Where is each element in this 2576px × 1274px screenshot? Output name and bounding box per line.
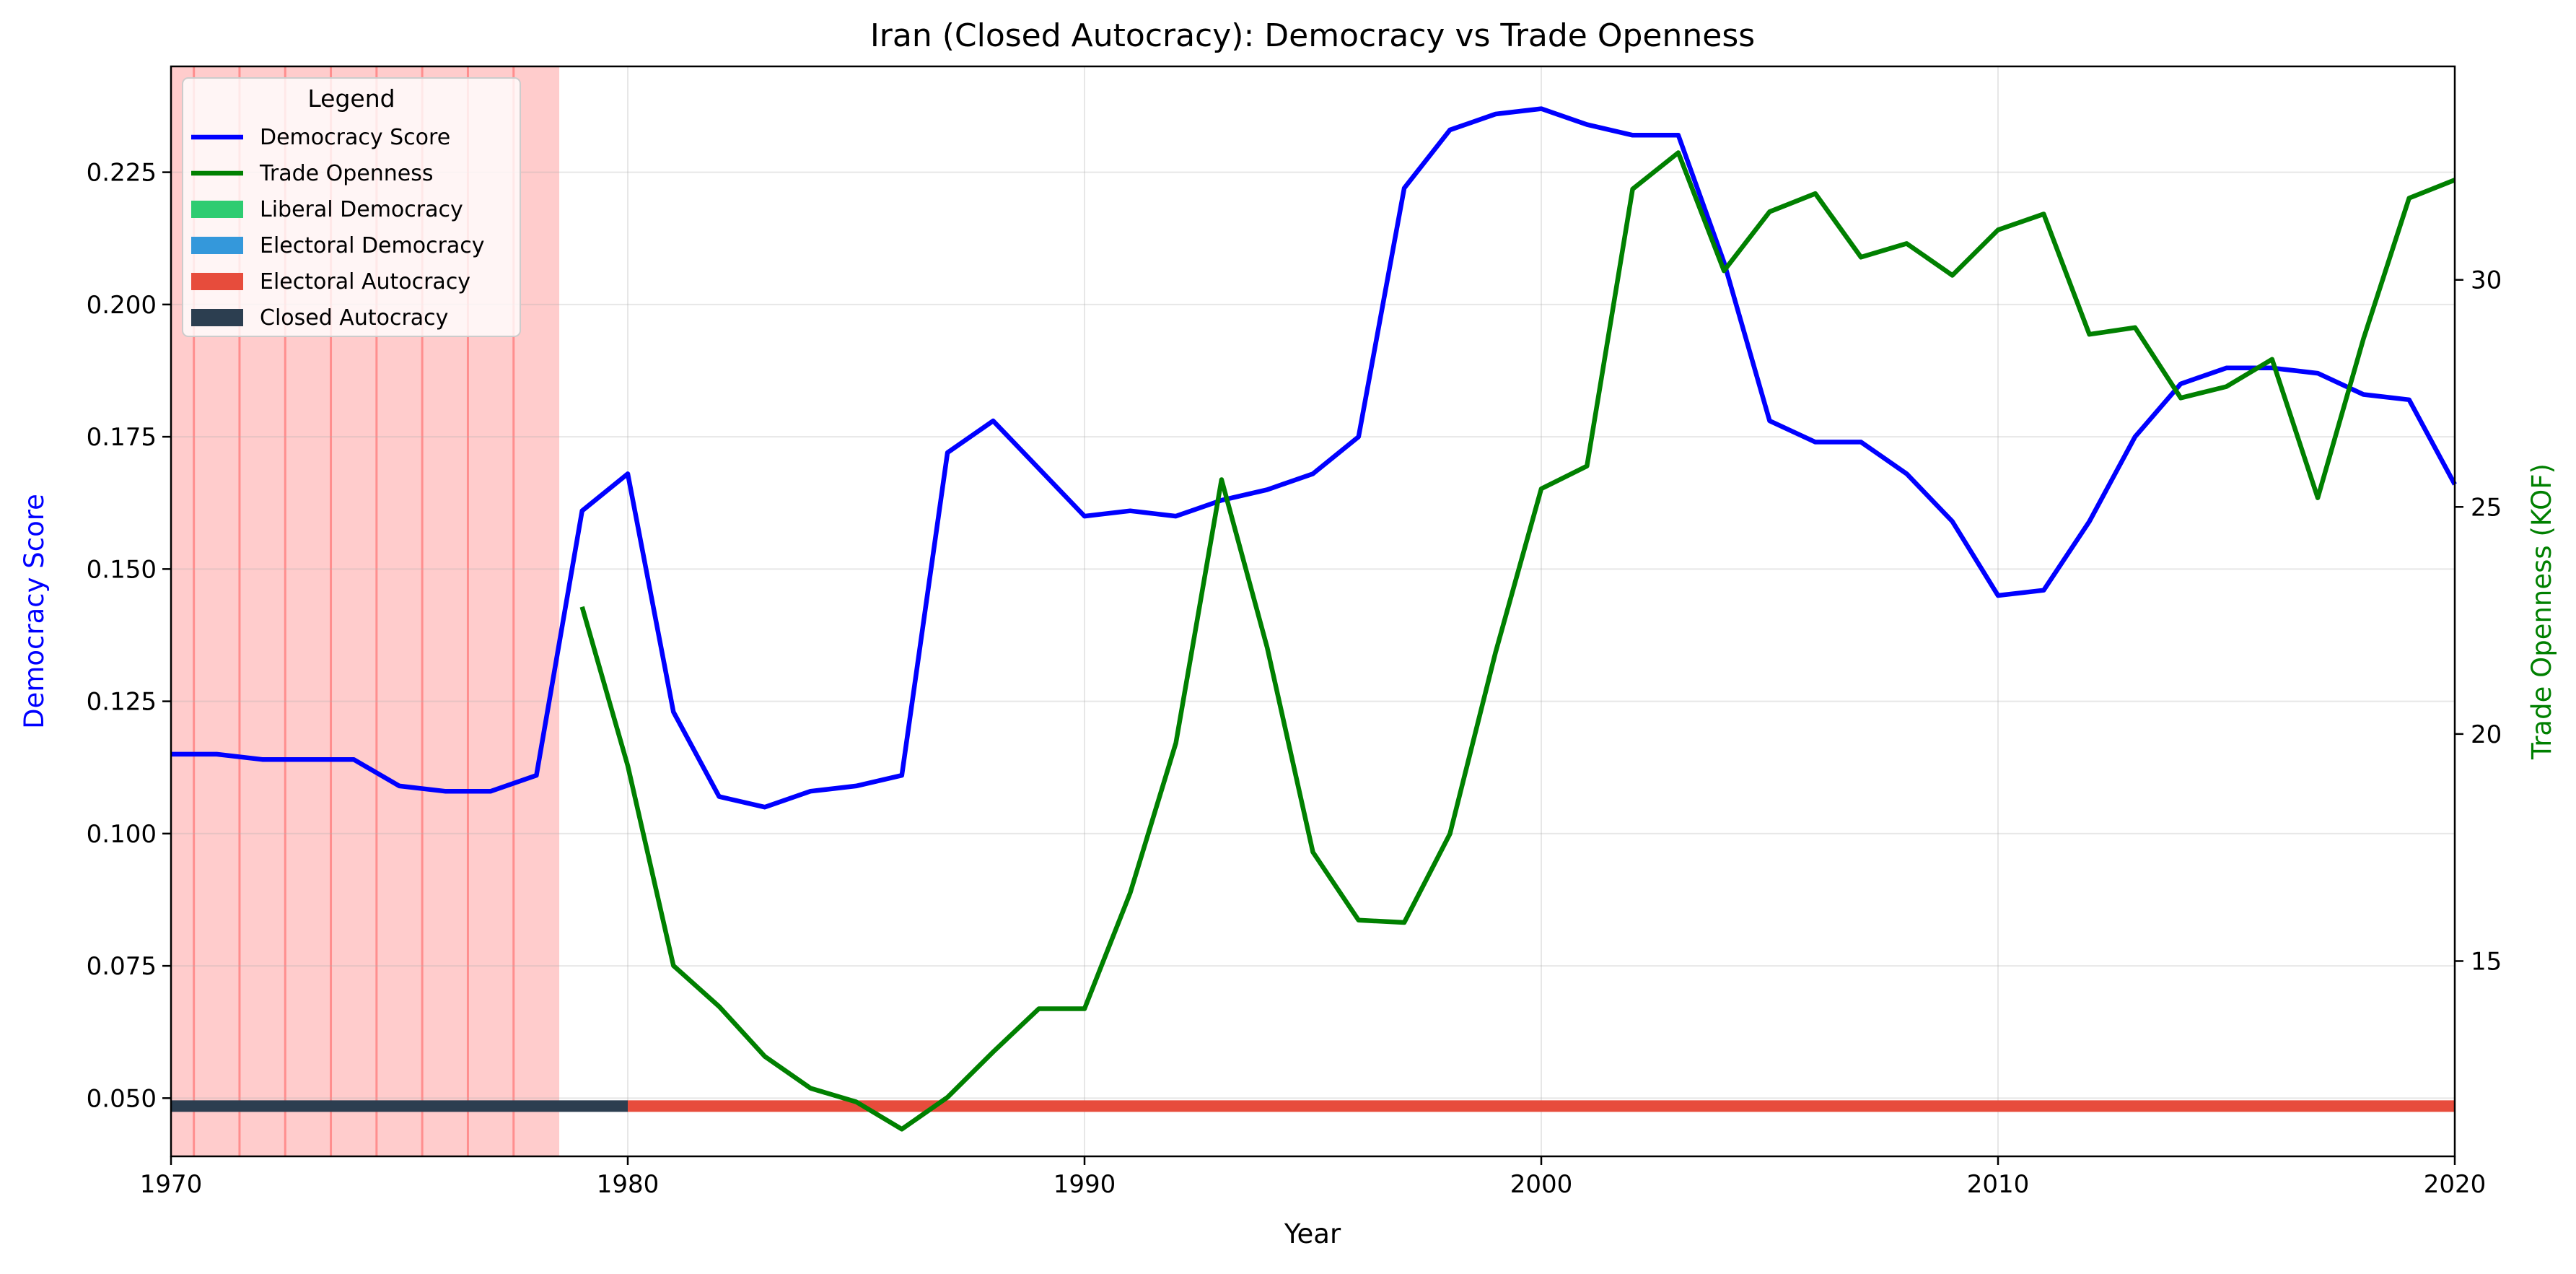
legend: Legend Democracy Score Trade Openness Libe…: [182, 77, 521, 337]
x-axis-label: Year: [1284, 1218, 1341, 1249]
y-right-tick-label: 15: [2471, 947, 2502, 976]
x-tick-label: 1980: [597, 1170, 660, 1199]
legend-frame: [182, 77, 521, 337]
y-left-axis: 0.050 0.075 0.100 0.125 0.150 0.175 0.200 0.225: [87, 159, 171, 1113]
y-left-tick-label: 0.050: [87, 1084, 157, 1113]
x-tick-label: 2000: [1510, 1170, 1573, 1199]
y-left-tick-label: 0.225: [87, 159, 157, 188]
plot-background: [171, 66, 2455, 1156]
y-right-tick-label: 30: [2471, 266, 2502, 295]
x-tick-label: 2020: [2424, 1170, 2487, 1199]
legend-label: Closed Autocracy: [260, 305, 448, 331]
plot-area: [170, 65, 2457, 1158]
y-left-tick-label: 0.125: [87, 688, 157, 717]
legend-label: Electoral Democracy: [260, 233, 485, 258]
y-left-tick-label: 0.175: [87, 423, 157, 452]
legend-label: Democracy Score: [260, 125, 450, 150]
legend-items: Democracy Score Trade Openness Liberal Dem…: [191, 125, 485, 331]
y-right-tick-label: 25: [2471, 493, 2502, 522]
legend-swatch: [191, 273, 243, 290]
y-left-axis-label: Democracy Score: [19, 494, 50, 729]
chart-title: Iran (Closed Autocracy): Democracy vs Tr…: [870, 17, 1755, 54]
legend-label: Trade Openness: [259, 161, 434, 186]
x-tick-label: 1970: [140, 1170, 203, 1199]
legend-swatch: [191, 201, 243, 218]
legend-swatch: [191, 237, 243, 254]
y-left-tick-label: 0.075: [87, 952, 157, 981]
series: [171, 106, 2457, 1132]
x-tick-label: 2010: [1967, 1170, 2030, 1199]
y-right-axis-label: Trade Openness (KOF): [2526, 463, 2557, 760]
series-line: [171, 106, 2457, 810]
y-left-tick-label: 0.100: [87, 820, 157, 849]
legend-label: Liberal Democracy: [260, 197, 463, 222]
x-axis: 1970 1980 1990 2000 2010 2020: [140, 1156, 2487, 1199]
x-tick-label: 1990: [1053, 1170, 1116, 1199]
plot-frame: [170, 65, 2456, 1158]
y-left-tick-label: 0.200: [87, 291, 157, 320]
y-right-tick-label: 20: [2471, 720, 2502, 749]
legend-label: Electoral Autocracy: [260, 269, 470, 294]
series-line: [579, 150, 2456, 1132]
legend-swatch: [191, 309, 243, 326]
y-left-tick-label: 0.150: [87, 555, 157, 584]
y-right-axis: 15 20 25 30: [2455, 266, 2502, 976]
legend-title: Legend: [307, 84, 395, 113]
